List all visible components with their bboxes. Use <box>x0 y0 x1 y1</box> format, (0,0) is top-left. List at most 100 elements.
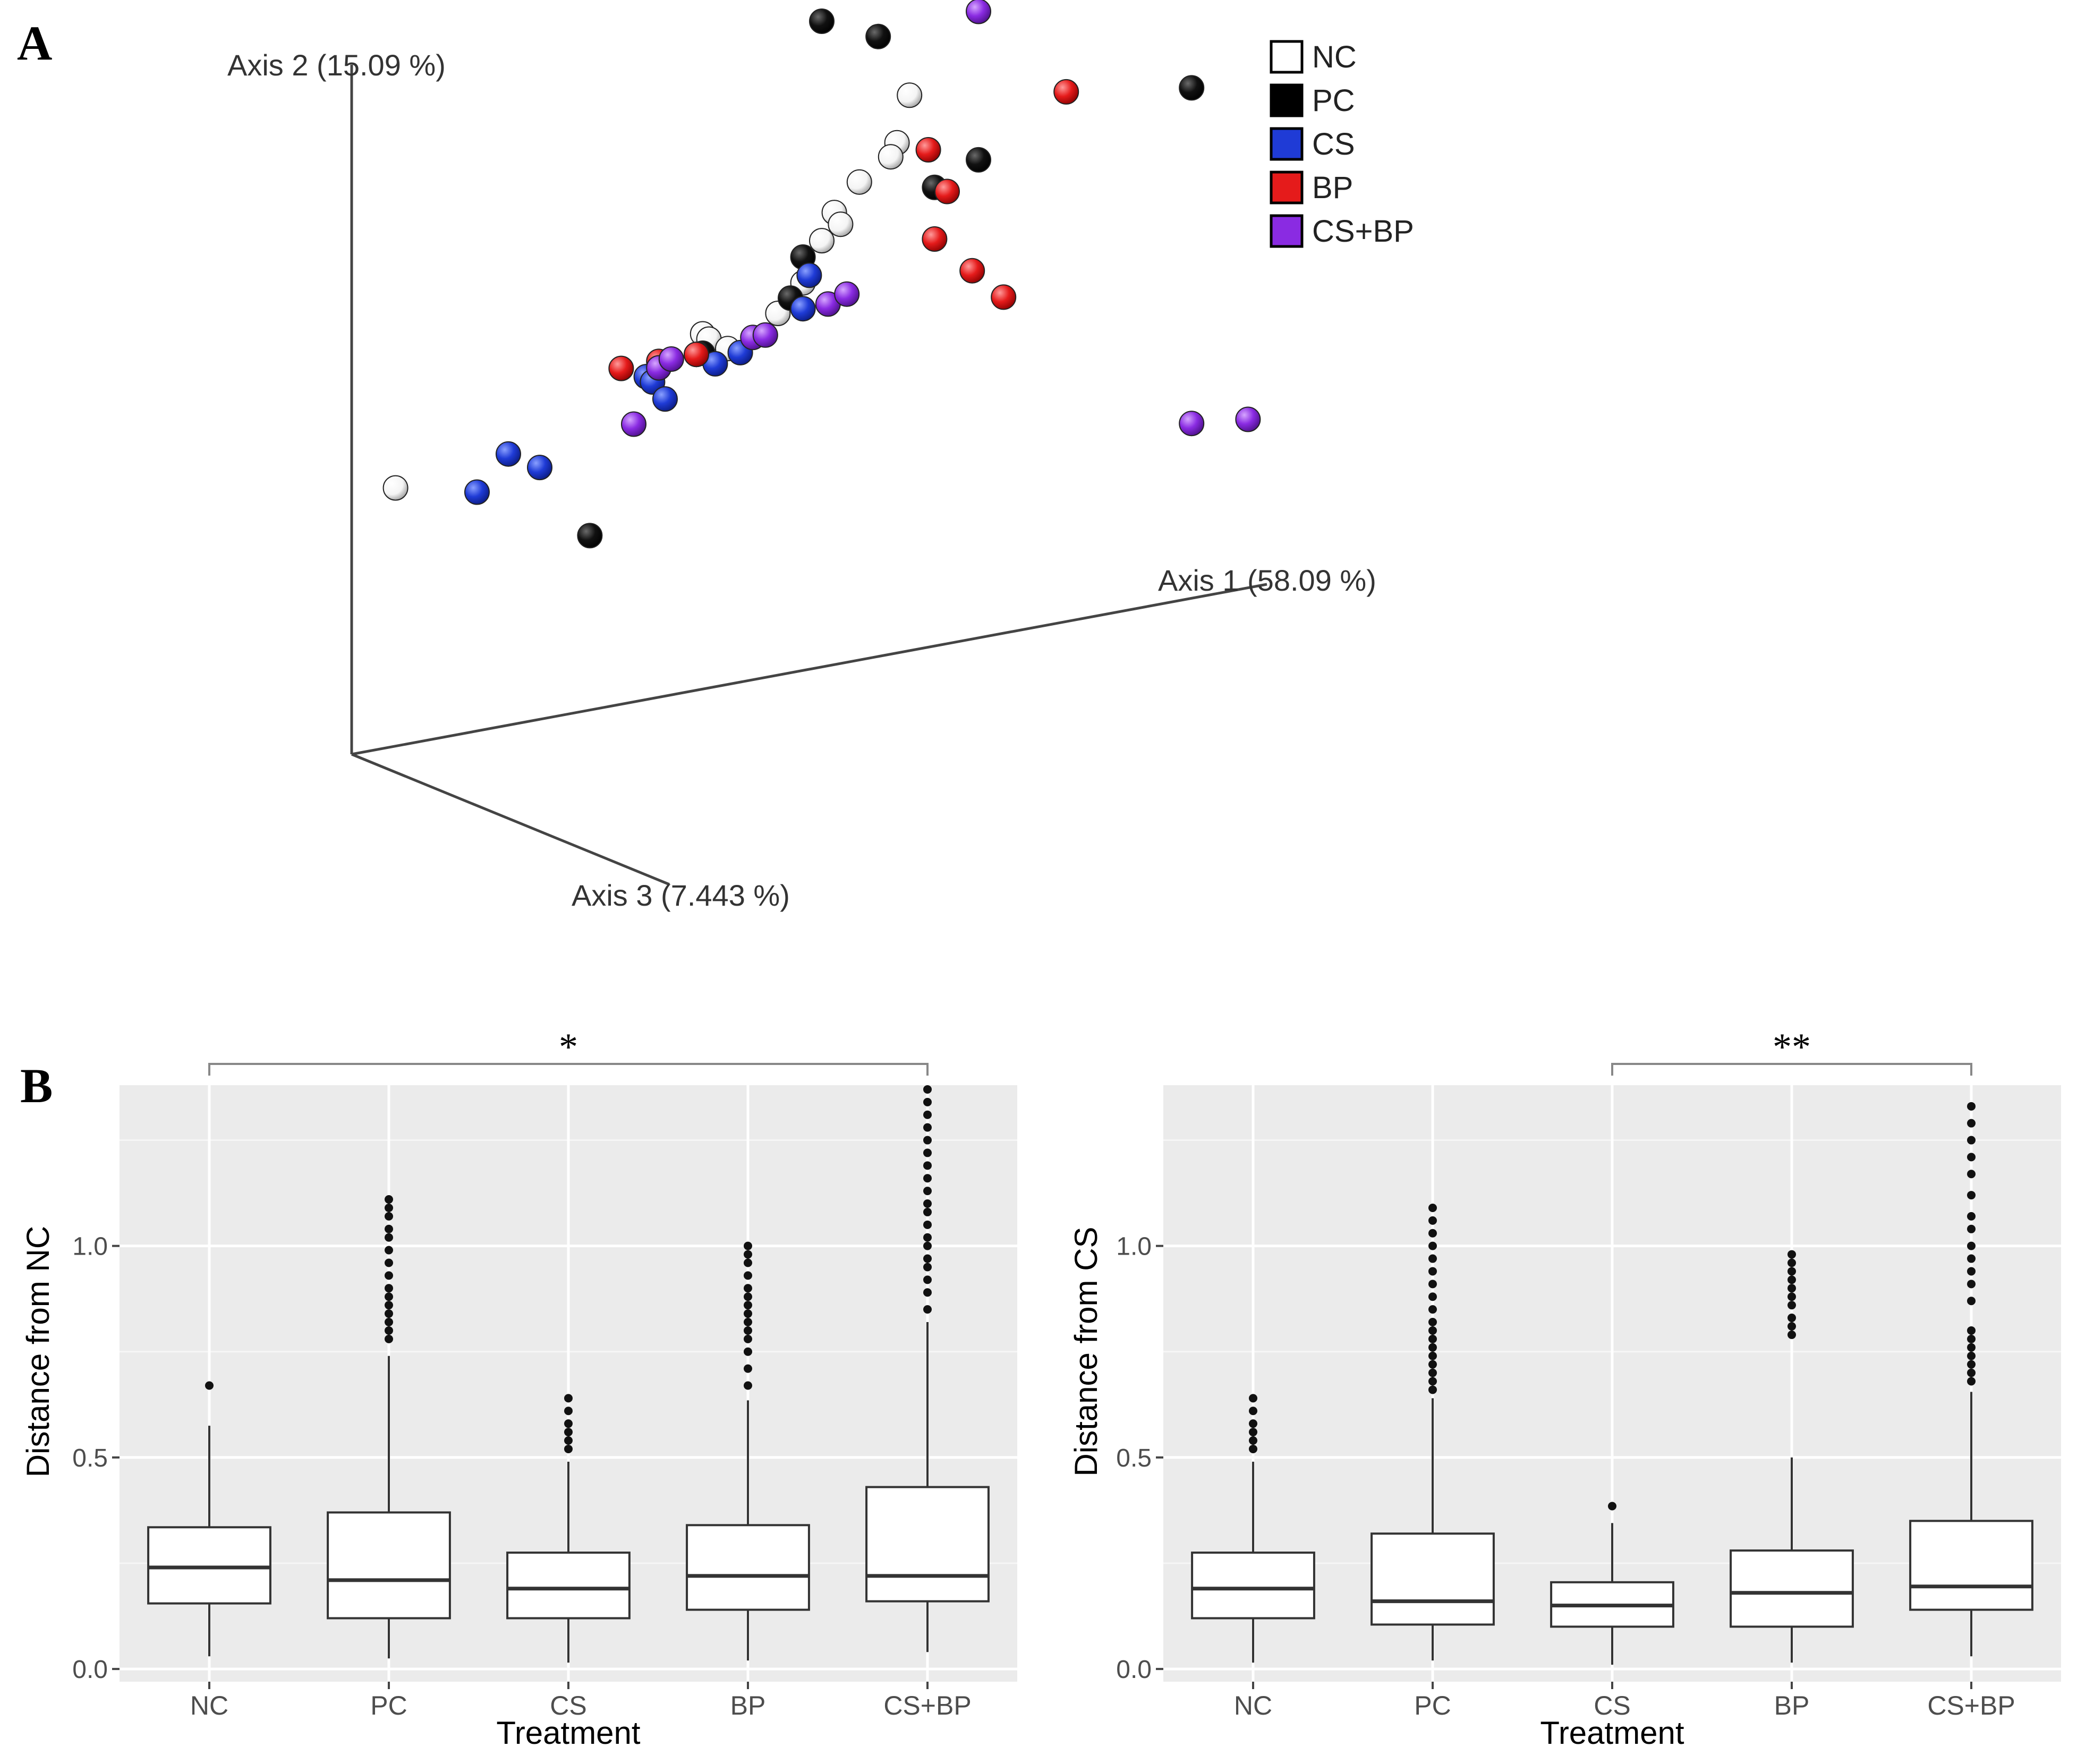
outlier-point <box>1249 1428 1257 1437</box>
box-pc <box>327 1195 451 1659</box>
outlier-point <box>1967 1280 1976 1289</box>
data-point-cs <box>790 296 816 322</box>
iqr-box <box>1909 1520 2033 1611</box>
outlier-point <box>1967 1136 1976 1145</box>
outlier-point <box>1428 1305 1437 1314</box>
legend-item-pc: PC <box>1270 83 1355 118</box>
axis-1-label: Axis 1 (58.09 %) <box>1158 564 1376 597</box>
significance-label: ** <box>1773 1026 1811 1068</box>
axis-1-line <box>351 583 1267 756</box>
outlier-point <box>923 1207 932 1216</box>
x-axis-title: Treatment <box>496 1715 641 1751</box>
axis-ticks: 0.0 0.5 1.0 NC PC CS BP CS+BP <box>72 1233 971 1720</box>
outlier-point <box>1967 1360 1976 1369</box>
data-point-cs-bp <box>834 281 860 307</box>
outlier-point <box>1249 1444 1257 1453</box>
outlier-point <box>923 1263 932 1272</box>
x-tick-label-bp: BP <box>1774 1691 1810 1720</box>
outlier-point <box>1428 1267 1437 1276</box>
boxes <box>1191 1102 2033 1665</box>
iqr-box <box>1730 1549 1854 1628</box>
box-cs <box>1550 1502 1674 1665</box>
outlier-point <box>385 1246 393 1255</box>
outlier-point <box>1428 1292 1437 1301</box>
legend-swatch-cs-bp <box>1270 214 1304 248</box>
outlier-point <box>744 1318 752 1327</box>
y-tick-label: 0.5 <box>1116 1444 1152 1472</box>
outlier-point <box>1428 1334 1437 1343</box>
outlier-point <box>1967 1297 1976 1306</box>
legend-label-cs: CS <box>1312 127 1355 161</box>
data-point-pc <box>577 523 603 549</box>
significance-label: * <box>559 1026 578 1068</box>
outlier-point <box>1428 1254 1437 1263</box>
axis-3-line <box>351 753 670 886</box>
outlier-point <box>1967 1241 1976 1250</box>
outlier-point <box>744 1381 752 1390</box>
outlier-point <box>923 1233 932 1242</box>
outlier-point <box>923 1187 932 1196</box>
data-point-cs <box>527 455 552 481</box>
box-pc <box>1371 1203 1495 1661</box>
outlier-point <box>1967 1334 1976 1343</box>
outlier-point <box>923 1110 932 1119</box>
data-point-bp <box>915 137 941 163</box>
outlier-point <box>923 1275 932 1284</box>
outlier-point <box>1787 1275 1796 1284</box>
outlier-point <box>923 1254 932 1263</box>
data-point-pc <box>966 147 991 173</box>
significance-bracket: ** <box>1611 1026 1972 1076</box>
legend-item-bp: BP <box>1270 171 1353 205</box>
outlier-point <box>564 1436 573 1445</box>
outlier-point <box>744 1250 752 1259</box>
outlier-point <box>923 1085 932 1094</box>
data-point-cs <box>464 479 490 505</box>
panel-b-label: B <box>20 1059 53 1113</box>
outlier-point <box>1428 1368 1437 1377</box>
outlier-point <box>923 1123 932 1132</box>
data-point-cs-bp <box>752 322 778 348</box>
y-tick-label: 1.0 <box>72 1233 108 1261</box>
x-tick-label-cs-bp: CS+BP <box>1927 1691 2015 1720</box>
outlier-point <box>1967 1153 1976 1162</box>
outlier-point <box>385 1309 393 1318</box>
legend-label-cs-bp: CS+BP <box>1312 214 1414 249</box>
data-point-bp <box>991 284 1017 310</box>
outlier-point <box>744 1364 752 1373</box>
outlier-point <box>1967 1343 1976 1352</box>
outlier-point <box>1608 1502 1616 1511</box>
outlier-point <box>744 1326 752 1335</box>
outlier-point <box>1428 1216 1437 1225</box>
outlier-point <box>564 1394 573 1403</box>
data-point-bp <box>608 355 634 381</box>
outlier-point <box>385 1334 393 1343</box>
axis-2-label: Axis 2 (15.09 %) <box>227 48 446 82</box>
outlier-point <box>1428 1318 1437 1327</box>
outlier-point <box>385 1284 393 1293</box>
outlier-point <box>385 1318 393 1327</box>
outlier-point <box>923 1305 932 1314</box>
outlier-point <box>1787 1267 1796 1276</box>
axis-ticks: 0.0 0.5 1.0 NC PC CS BP CS+BP <box>1116 1233 2015 1720</box>
data-point-cs <box>796 262 822 288</box>
data-point-bp <box>1053 79 1079 105</box>
iqr-box <box>686 1524 810 1611</box>
x-tick-label-nc: NC <box>190 1691 228 1720</box>
outlier-point <box>1428 1241 1437 1250</box>
data-point-cs-bp <box>621 411 646 437</box>
y-tick-label: 1.0 <box>1116 1233 1152 1261</box>
box-nc <box>147 1381 271 1657</box>
data-point-cs-bp <box>1179 411 1205 437</box>
data-point-pc <box>1179 75 1205 101</box>
outlier-point <box>385 1292 393 1301</box>
x-tick-label-pc: PC <box>370 1691 407 1720</box>
y-axis-title: Distance from NC <box>20 1226 56 1477</box>
outlier-point <box>923 1097 932 1106</box>
outlier-point <box>923 1199 932 1208</box>
data-point-nc <box>809 228 835 254</box>
data-point-cs <box>496 441 521 467</box>
iqr-box <box>865 1486 990 1603</box>
boxplot-distance-from-cs: 0.0 0.5 1.0 NC PC CS BP CS+BP ** Treatment Dist… <box>1068 1026 2061 1751</box>
iqr-box <box>1191 1552 1315 1620</box>
